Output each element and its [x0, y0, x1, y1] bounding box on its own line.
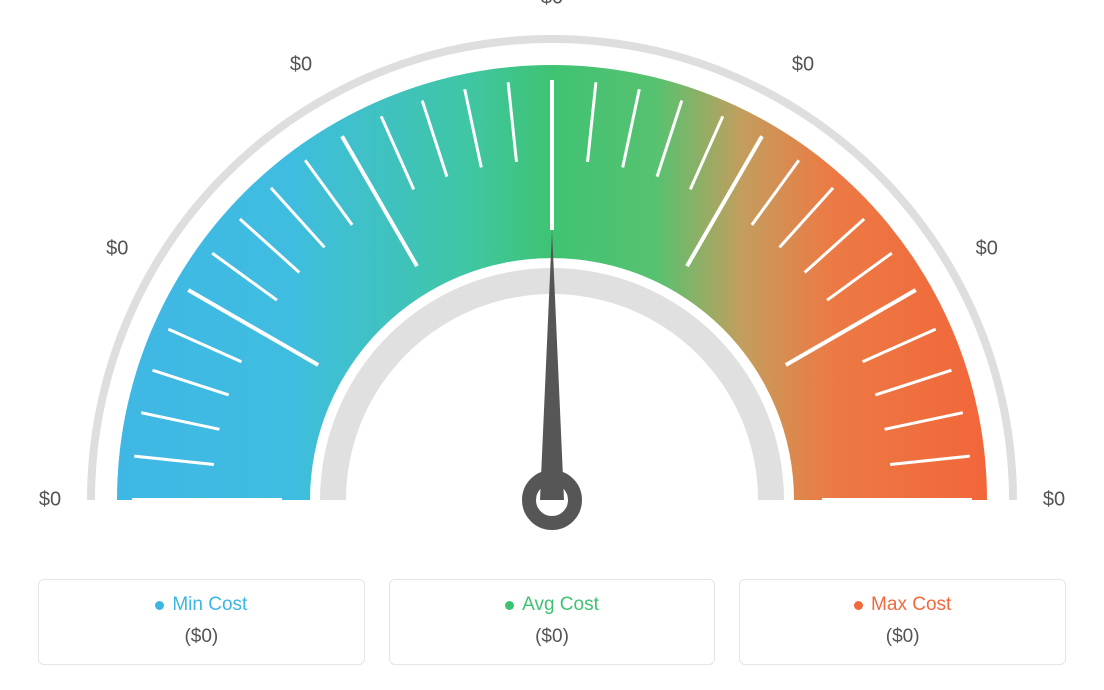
legend-card: Avg Cost ($0) [389, 579, 716, 665]
tick-label: $0 [792, 54, 814, 77]
legend-title: Max Cost [854, 594, 951, 616]
legend-dot-icon [854, 601, 863, 610]
legend-dot-icon [505, 601, 514, 610]
tick-label: $0 [976, 238, 998, 261]
legend-label: Max Cost [871, 594, 951, 616]
legend-label: Avg Cost [522, 594, 599, 616]
legend-row: Min Cost ($0) Avg Cost ($0) Max Cost ($0) [38, 579, 1066, 665]
legend-value: ($0) [398, 626, 707, 648]
gauge-area: $0 $0 $0 $0 $0 $0 $0 [0, 0, 1104, 560]
legend-title: Avg Cost [505, 594, 599, 616]
tick-label: $0 [290, 54, 312, 77]
legend-card: Min Cost ($0) [38, 579, 365, 665]
tick-label: $0 [106, 238, 128, 261]
cost-gauge-chart: $0$0$0$0$0$0$0 Min Cost($0)Avg Cost($0)M… [0, 0, 1104, 690]
legend-dot-icon [155, 601, 164, 610]
legend-label: Min Cost [172, 594, 247, 616]
legend-value: ($0) [748, 626, 1057, 648]
gauge-svg [0, 0, 1104, 560]
tick-label: $0 [39, 489, 61, 512]
tick-label: $0 [1043, 489, 1065, 512]
legend-title: Min Cost [155, 594, 247, 616]
legend-value: ($0) [47, 626, 356, 648]
tick-label: $0 [541, 0, 563, 10]
legend-card: Max Cost ($0) [739, 579, 1066, 665]
